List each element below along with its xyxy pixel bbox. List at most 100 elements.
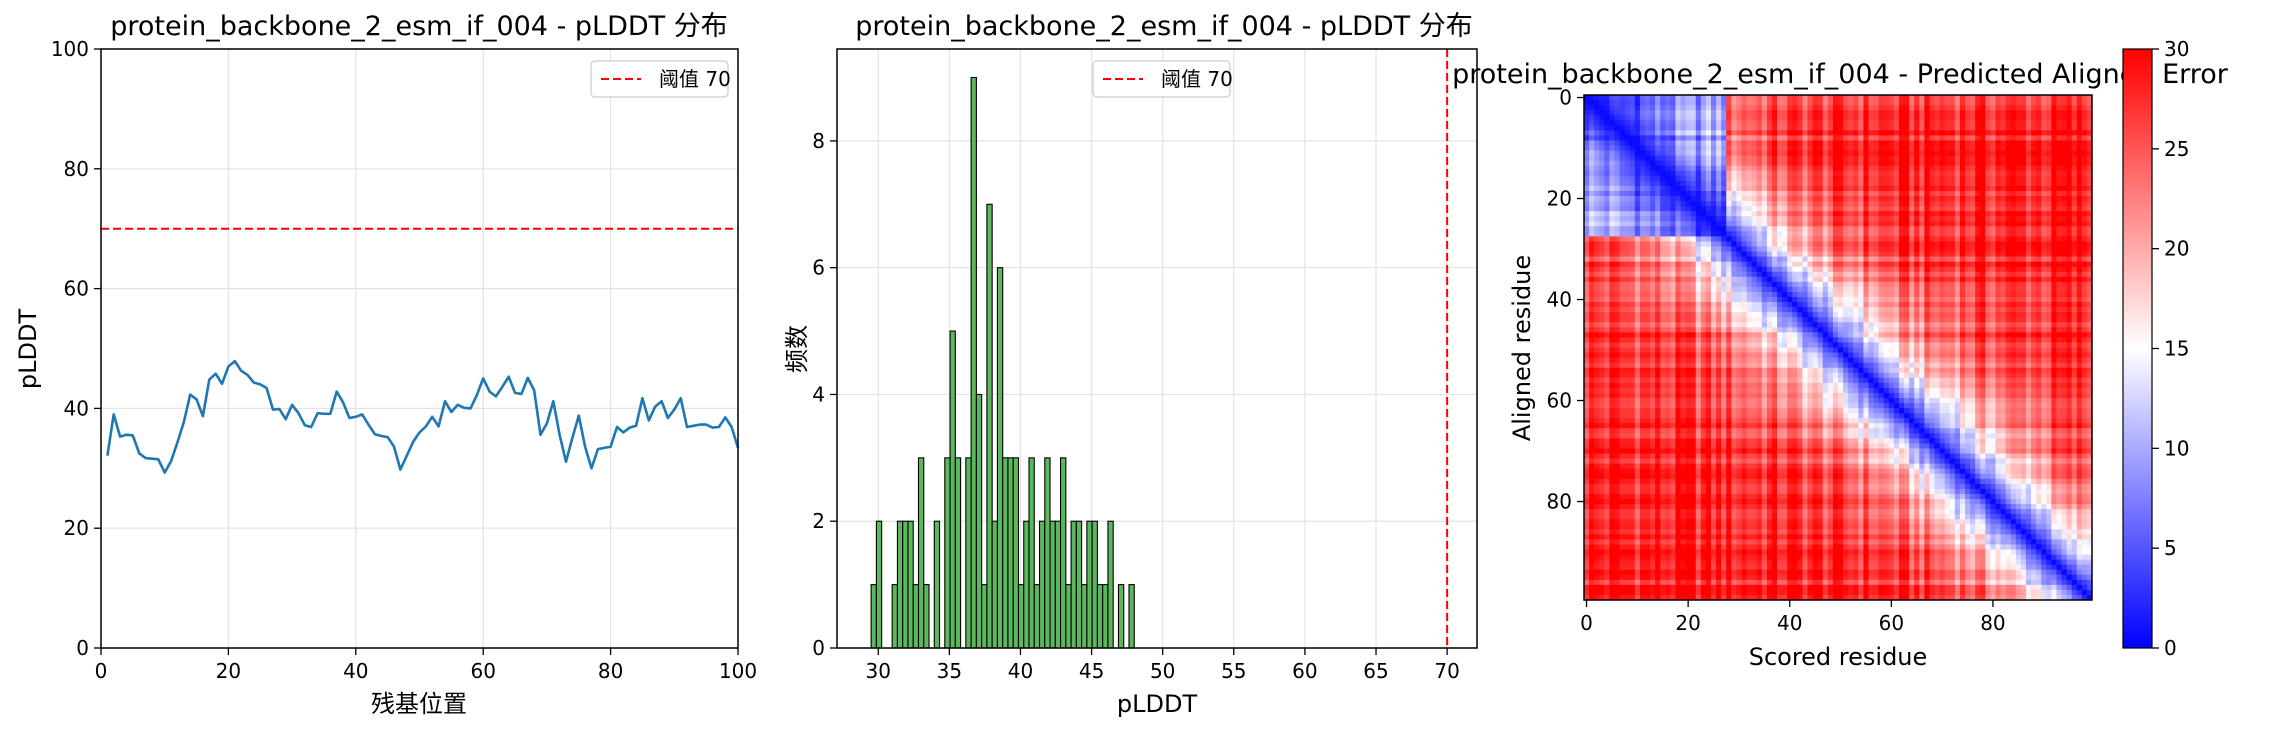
pae-cell [1797,160,1803,167]
pae-cell [1777,261,1783,268]
pae-cell [1594,291,1600,298]
pae-cell [1711,105,1717,111]
pae-cell [1614,291,1620,298]
pae-cell [1832,185,1839,192]
pae-cell [1838,170,1844,177]
pae-cell [1771,120,1778,126]
pae-cell [1594,302,1600,308]
pae-cell [1898,190,1905,197]
pae-cell [1797,281,1803,288]
pae-cell [1624,286,1631,293]
pae-cell [1883,302,1890,308]
pae-cell [1904,241,1910,247]
pae-cell [2066,160,2073,167]
pae-cell [1685,125,1692,131]
pae-cell [1980,190,1986,197]
pae-cell [1959,211,1966,217]
pae-cell [1594,226,1600,232]
pae-cell [2051,286,2057,293]
pae-cell [1873,226,1880,232]
pae-cell [1904,276,1910,283]
pae-cell [1751,190,1758,197]
pae-cell [1959,221,1966,227]
pae-cell [1990,246,1996,252]
pae-cell [1949,327,1956,333]
pae-cell [1868,281,1874,288]
pae-cell [1700,180,1707,187]
pae-cell [1944,150,1951,156]
pae-cell [1944,312,1951,318]
pae-cell [1731,261,1737,268]
pae-cell [2031,302,2037,308]
pae-cell [2066,140,2073,146]
pae-cell [1838,312,1844,318]
pae-cell [1954,256,1961,263]
pae-cell [1584,201,1590,207]
pae-cell [1924,281,1930,288]
pae-cell [1665,211,1671,217]
pae-cell [1904,256,1910,263]
pae-cell [1634,312,1641,318]
pae-cell [1873,332,1880,338]
pae-cell [1650,160,1656,167]
pae-cell [1660,327,1666,333]
pae-cell [1843,155,1849,162]
pae-cell [1721,155,1727,162]
pae-cell [1751,317,1758,323]
pae-cell [2036,246,2042,252]
pae-cell [2051,155,2057,162]
pae-cell [1970,170,1976,177]
pae-cell [1812,160,1819,167]
pae-cell [1970,110,1976,116]
pae-cell [1721,145,1727,151]
pae-cell [1934,105,1940,111]
pae-cell [1705,317,1712,323]
pae-cell [1766,135,1773,141]
pae-cell [1898,221,1905,227]
pae-cell [1761,241,1768,247]
pae-cell [1975,216,1981,222]
pae-cell [1898,322,1905,328]
pae-cell [1777,312,1783,318]
pae-cell [1695,110,1702,116]
pae-cell [1838,216,1844,222]
pae-cell [1619,145,1626,151]
pae-cell [2020,307,2027,313]
pae-cell [1980,206,1986,212]
pae-cell [1700,256,1707,263]
pae-cell [1741,226,1747,232]
pae-cell [1980,276,1986,283]
pae-cell [2020,140,2027,146]
pae-cell [1898,125,1905,131]
pae-cell [1939,130,1946,136]
pae-cell [1609,327,1615,333]
pae-cell [2046,185,2052,192]
pae-cell [1919,175,1925,182]
pae-cell [1827,266,1834,273]
pae-cell [1726,95,1732,101]
pae-cell [1944,246,1951,252]
pae-cell [1639,322,1646,328]
pae-cell [1700,307,1707,313]
pae-cell [1802,246,1808,252]
pae-cell [2036,150,2042,156]
pae-cell [2056,160,2062,167]
pae-cell [1888,307,1895,313]
pae-cell [1619,150,1626,156]
pae-cell [2061,145,2067,151]
pae-cell [1965,302,1971,308]
pae-cell [1721,302,1727,308]
pae-cell [1939,276,1946,283]
pae-cell [1807,135,1813,141]
pae-cell [1777,105,1783,111]
pae-cell [1639,327,1646,333]
pae-cell [1848,302,1854,308]
pae-cell [1965,241,1971,247]
pae-cell [2056,150,2062,156]
pae-cell [1822,190,1829,197]
pae-cell [1909,175,1915,182]
pae-cell [2005,140,2012,146]
pae-cell [1965,190,1971,197]
pae-cell [2005,201,2012,207]
pae-cell [1873,100,1880,106]
